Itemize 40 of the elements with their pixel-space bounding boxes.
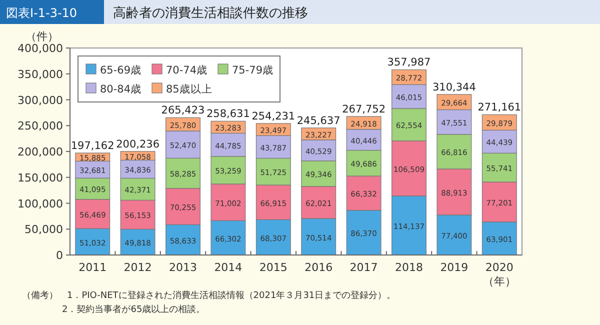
total-label: 271,161 xyxy=(478,102,522,114)
chart-title: 高齢者の消費生活相談件数の推移 xyxy=(113,5,308,21)
x-tick-label: 2014 xyxy=(214,261,242,274)
y-tick-label: 400,000 xyxy=(18,42,63,55)
total-label: 310,344 xyxy=(432,81,476,94)
x-tick-label: 2018 xyxy=(395,261,423,274)
x-axis-title: （年） xyxy=(482,275,516,288)
total-label: 245,637 xyxy=(296,114,340,127)
legend-label: 85歳以上 xyxy=(166,82,212,96)
y-tick-label: 300,000 xyxy=(18,94,63,107)
total-label: 357,987 xyxy=(387,56,431,69)
y-tick-label: 350,000 xyxy=(18,68,63,81)
x-tick-label: 2012 xyxy=(124,261,152,274)
text: （備考） 1．PIO-NETに登録された消費生活相談情報（2021年３月31日までの登録分）。 xyxy=(22,290,396,301)
y-tick-label: 0 xyxy=(56,249,63,262)
text: 図表Ⅰ-1-3-10 xyxy=(6,6,78,20)
x-tick-label: 2015 xyxy=(259,261,288,274)
total-label: 267,752 xyxy=(342,103,386,116)
total-label: 197,162 xyxy=(70,140,114,152)
y-axis-title: （件） xyxy=(26,30,58,43)
x-tick-label: 2011 xyxy=(78,261,107,274)
y-tick-label: 200,000 xyxy=(18,146,63,158)
legend-label: 65-69歳 xyxy=(100,64,142,76)
y-tick-label: 250,000 xyxy=(18,120,63,133)
y-tick-label: 50,000 xyxy=(24,223,63,236)
x-tick-label: 2020 xyxy=(485,261,514,274)
total-label: 265,423 xyxy=(161,104,205,117)
x-tick-label: 2017 xyxy=(350,261,378,274)
y-tick-label: 100,000 xyxy=(18,197,63,210)
text: 2．契約当事者が65歳以上の相談。 xyxy=(62,304,206,315)
x-tick-label: 2013 xyxy=(169,261,197,274)
total-label: 258,631 xyxy=(206,108,250,120)
y-tick-label: 150,000 xyxy=(18,171,63,184)
x-tick-label: 2019 xyxy=(440,261,468,274)
legend-label: 70-74歳 xyxy=(166,64,208,76)
legend-label: 80-84歳 xyxy=(100,82,142,96)
legend-label: 75-79歳 xyxy=(232,64,274,76)
x-tick-label: 2016 xyxy=(304,261,333,274)
total-label: 200,236 xyxy=(116,138,160,150)
total-label: 254,231 xyxy=(252,110,296,122)
